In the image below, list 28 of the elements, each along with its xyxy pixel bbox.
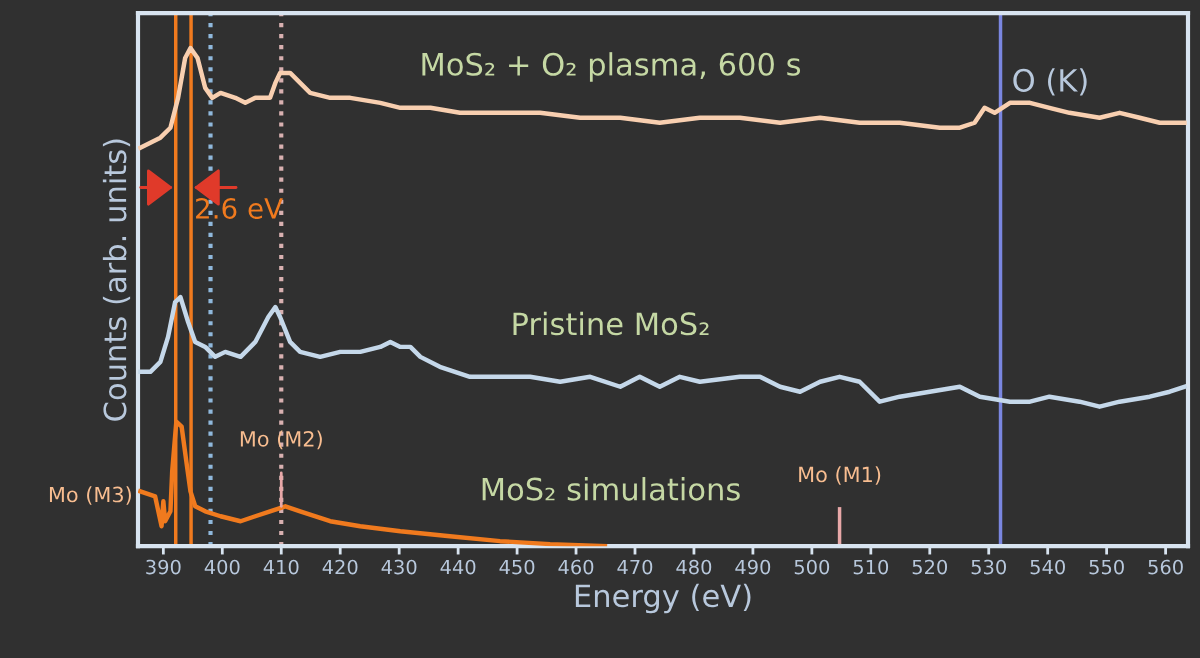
- x-tick-label: 520: [912, 559, 948, 575]
- x-tick-label: 470: [617, 559, 653, 575]
- x-tick-label: 450: [499, 559, 535, 575]
- x-tick-label: 390: [146, 559, 181, 575]
- series-label: MoS₂ + O₂ plasma, 600 s: [422, 52, 801, 82]
- x-tick-label: 510: [853, 559, 889, 575]
- ref-line-label: Mo (M1): [799, 466, 881, 485]
- x-tick-label: 420: [322, 559, 358, 575]
- x-tick-label: 550: [1089, 559, 1124, 575]
- x-tick-label: 560: [1148, 559, 1183, 575]
- x-tick-label: 440: [440, 559, 476, 575]
- series-label: MoS₂ simulations: [482, 477, 740, 501]
- series-label: Pristine MoS₂: [513, 311, 709, 336]
- x-tick-label: 530: [971, 559, 1006, 575]
- x-tick-label: 490: [735, 559, 771, 575]
- x-tick-label: 480: [676, 559, 712, 575]
- annotation: Mo (M2): [240, 430, 322, 450]
- x-tick-label: 410: [263, 559, 299, 575]
- annotation: O (K): [1013, 68, 1087, 96]
- x-tick-label: 400: [204, 559, 240, 575]
- annotation: Mo (M3): [49, 486, 131, 505]
- x-axis-title: Energy (eV): [575, 583, 751, 614]
- x-tick-label: 500: [794, 559, 830, 575]
- y-axis-title: Counts (arb. units): [102, 139, 131, 421]
- x-tick-label: 430: [381, 559, 417, 575]
- x-tick-label: 460: [558, 559, 594, 575]
- annotation: 2.6 eV: [196, 197, 283, 219]
- x-tick-label: 540: [1030, 559, 1065, 575]
